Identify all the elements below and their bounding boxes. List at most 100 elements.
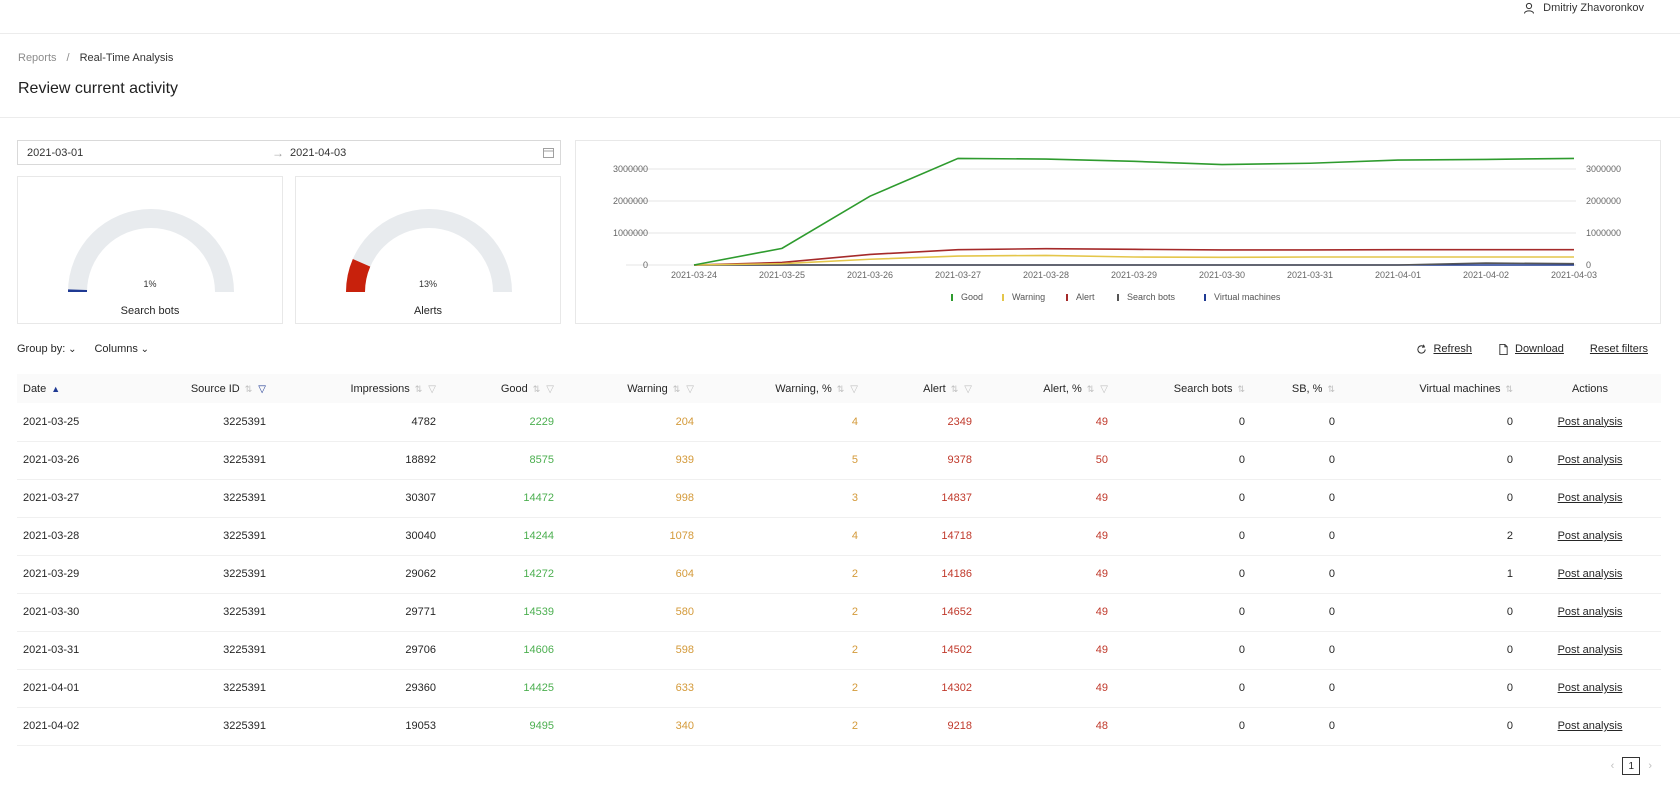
gauge-label: Search bots xyxy=(120,305,180,317)
col-header-search-bots[interactable]: Search bots ⇅ xyxy=(1173,382,1245,395)
filter-icon[interactable]: ▽ xyxy=(850,383,858,395)
date-from-input[interactable]: 2021-03-01 xyxy=(27,146,84,159)
post-analysis-link[interactable]: Post analysis xyxy=(1557,415,1623,428)
table-cell-actions: Post analysis xyxy=(1519,441,1661,479)
table-cell: 3225391 xyxy=(223,454,266,466)
series-line-good xyxy=(693,157,1575,266)
table-cell: 1 xyxy=(1506,568,1513,580)
user-menu[interactable]: Dmitriy Zhavoronkov xyxy=(1523,2,1644,14)
table-cell: 4 xyxy=(851,415,858,428)
table-cell: 1078 xyxy=(669,530,694,542)
table-cell: 2021-03-31 xyxy=(23,644,80,656)
breadcrumb-separator: / xyxy=(66,52,70,64)
sort-icon[interactable]: ⇅ xyxy=(950,383,959,394)
sort-icon[interactable]: ⇅ xyxy=(1237,383,1245,394)
table-cell: 0 xyxy=(1506,606,1513,618)
filter-icon[interactable]: ▽ xyxy=(686,383,694,395)
x-tick-label: 2021-03-26 xyxy=(847,270,893,280)
col-header-good[interactable]: Good ⇅ ▽ xyxy=(500,382,554,395)
post-analysis-link[interactable]: Post analysis xyxy=(1557,454,1623,466)
table-toolbar: Group by: Columns xyxy=(17,343,149,355)
breadcrumb-root[interactable]: Reports xyxy=(18,52,57,64)
table-cell: 2229 xyxy=(529,415,554,428)
col-header-impressions[interactable]: Impressions ⇅ ▽ xyxy=(350,382,436,395)
table-cell: 0 xyxy=(1506,682,1513,694)
date-to-input[interactable]: 2021-04-03 xyxy=(290,146,347,159)
date-range-picker[interactable]: 2021-03-01 → 2021-04-03 xyxy=(17,140,561,165)
sort-icon[interactable]: ⇅ xyxy=(414,383,423,394)
col-header-warning-pct[interactable]: Warning, % ⇅ ▽ xyxy=(775,382,858,395)
x-tick-label: 2021-03-30 xyxy=(1199,270,1245,280)
table-cell: 2 xyxy=(851,682,858,694)
post-analysis-link[interactable]: Post analysis xyxy=(1557,682,1623,694)
sort-icon[interactable]: ⇅ xyxy=(672,383,681,394)
y-tick-label-left: 0 xyxy=(643,260,648,270)
table-cell: 0 xyxy=(1238,530,1245,542)
table-cell-actions: Post analysis xyxy=(1519,593,1661,631)
legend-label: Alert xyxy=(1076,292,1095,302)
filter-icon[interactable]: ▽ xyxy=(546,383,554,395)
pagination-next-button[interactable]: › xyxy=(1648,760,1652,772)
refresh-button[interactable]: Refresh xyxy=(1416,343,1472,355)
table-cell: 18892 xyxy=(405,454,436,466)
reset-filters-button[interactable]: Reset filters xyxy=(1590,343,1648,355)
table-cell: 0 xyxy=(1238,644,1245,656)
col-header-date[interactable]: Date ▲ xyxy=(23,382,61,395)
sort-icon[interactable]: ⇅ xyxy=(1505,383,1513,394)
download-button[interactable]: Download xyxy=(1498,343,1564,355)
post-analysis-link[interactable]: Post analysis xyxy=(1557,644,1623,656)
group-by-dropdown[interactable]: Group by: xyxy=(17,343,76,355)
columns-dropdown[interactable]: Columns xyxy=(94,343,149,355)
post-analysis-link[interactable]: Post analysis xyxy=(1557,530,1623,542)
table-cell: 49 xyxy=(1095,682,1108,694)
x-tick-label: 2021-03-29 xyxy=(1111,270,1157,280)
sort-icon[interactable]: ⇅ xyxy=(244,383,253,394)
gauge-alerts-dial xyxy=(346,209,512,292)
table-cell: 2349 xyxy=(947,415,972,428)
filter-icon[interactable]: ▽ xyxy=(258,383,266,395)
col-header-alert[interactable]: Alert ⇅ ▽ xyxy=(923,382,972,395)
activity-line-chart: 0 0 1000000 1000000 2000000 2000000 3000000 300… xyxy=(575,140,1661,324)
calendar-icon[interactable] xyxy=(536,147,560,158)
table-cell: 29062 xyxy=(405,568,436,580)
sort-icon[interactable]: ⇅ xyxy=(836,383,845,394)
sort-icon[interactable]: ⇅ xyxy=(1086,383,1095,394)
sort-icon[interactable]: ⇅ xyxy=(1327,383,1335,394)
pagination-prev-button[interactable]: ‹ xyxy=(1610,760,1615,772)
table-cell: 2021-03-26 xyxy=(23,454,80,466)
post-analysis-link[interactable]: Post analysis xyxy=(1557,720,1623,732)
table-cell: 14652 xyxy=(941,606,972,618)
col-header-sb-pct[interactable]: SB, % ⇅ xyxy=(1291,382,1335,395)
filter-icon[interactable]: ▽ xyxy=(964,383,972,395)
table-cell: 0 xyxy=(1238,682,1245,694)
sort-icon[interactable]: ⇅ xyxy=(532,383,541,394)
x-tick-label: 2021-04-02 xyxy=(1463,270,1509,280)
table-cell: 2 xyxy=(851,606,858,618)
y-tick-label-right: 1000000 xyxy=(1586,228,1621,238)
gauge-search-bots-dial xyxy=(68,209,234,292)
post-analysis-link[interactable]: Post analysis xyxy=(1557,492,1623,504)
col-header-alert-pct[interactable]: Alert, % ⇅ ▽ xyxy=(1043,382,1108,395)
col-header-warning[interactable]: Warning ⇅ ▽ xyxy=(627,382,694,395)
table-cell-actions: Post analysis xyxy=(1519,707,1661,745)
table-cell: 2 xyxy=(851,644,858,656)
filter-icon[interactable]: ▽ xyxy=(1100,383,1108,395)
table-cell-actions: Post analysis xyxy=(1519,555,1661,593)
col-header-virtual-machines[interactable]: Virtual machines ⇅ xyxy=(1419,382,1513,395)
divider xyxy=(0,117,1680,118)
table-cell: 14186 xyxy=(941,568,972,580)
post-analysis-link[interactable]: Post analysis xyxy=(1557,568,1623,580)
table-cell: 30040 xyxy=(405,530,436,542)
filter-icon[interactable]: ▽ xyxy=(428,383,436,395)
table-cell: 49 xyxy=(1095,568,1108,580)
user-name: Dmitriy Zhavoronkov xyxy=(1543,2,1644,14)
table-cell: 3225391 xyxy=(223,682,266,694)
sort-asc-icon[interactable]: ▲ xyxy=(51,383,61,394)
table-cell: 49 xyxy=(1095,492,1108,504)
x-tick-label: 2021-03-24 xyxy=(671,270,717,280)
post-analysis-link[interactable]: Post analysis xyxy=(1557,606,1623,618)
col-header-source-id[interactable]: Source ID ⇅ ▽ xyxy=(190,382,266,395)
legend-swatch xyxy=(1117,294,1119,301)
pagination-page-1[interactable]: 1 xyxy=(1622,757,1641,775)
refresh-label: Refresh xyxy=(1433,343,1472,355)
